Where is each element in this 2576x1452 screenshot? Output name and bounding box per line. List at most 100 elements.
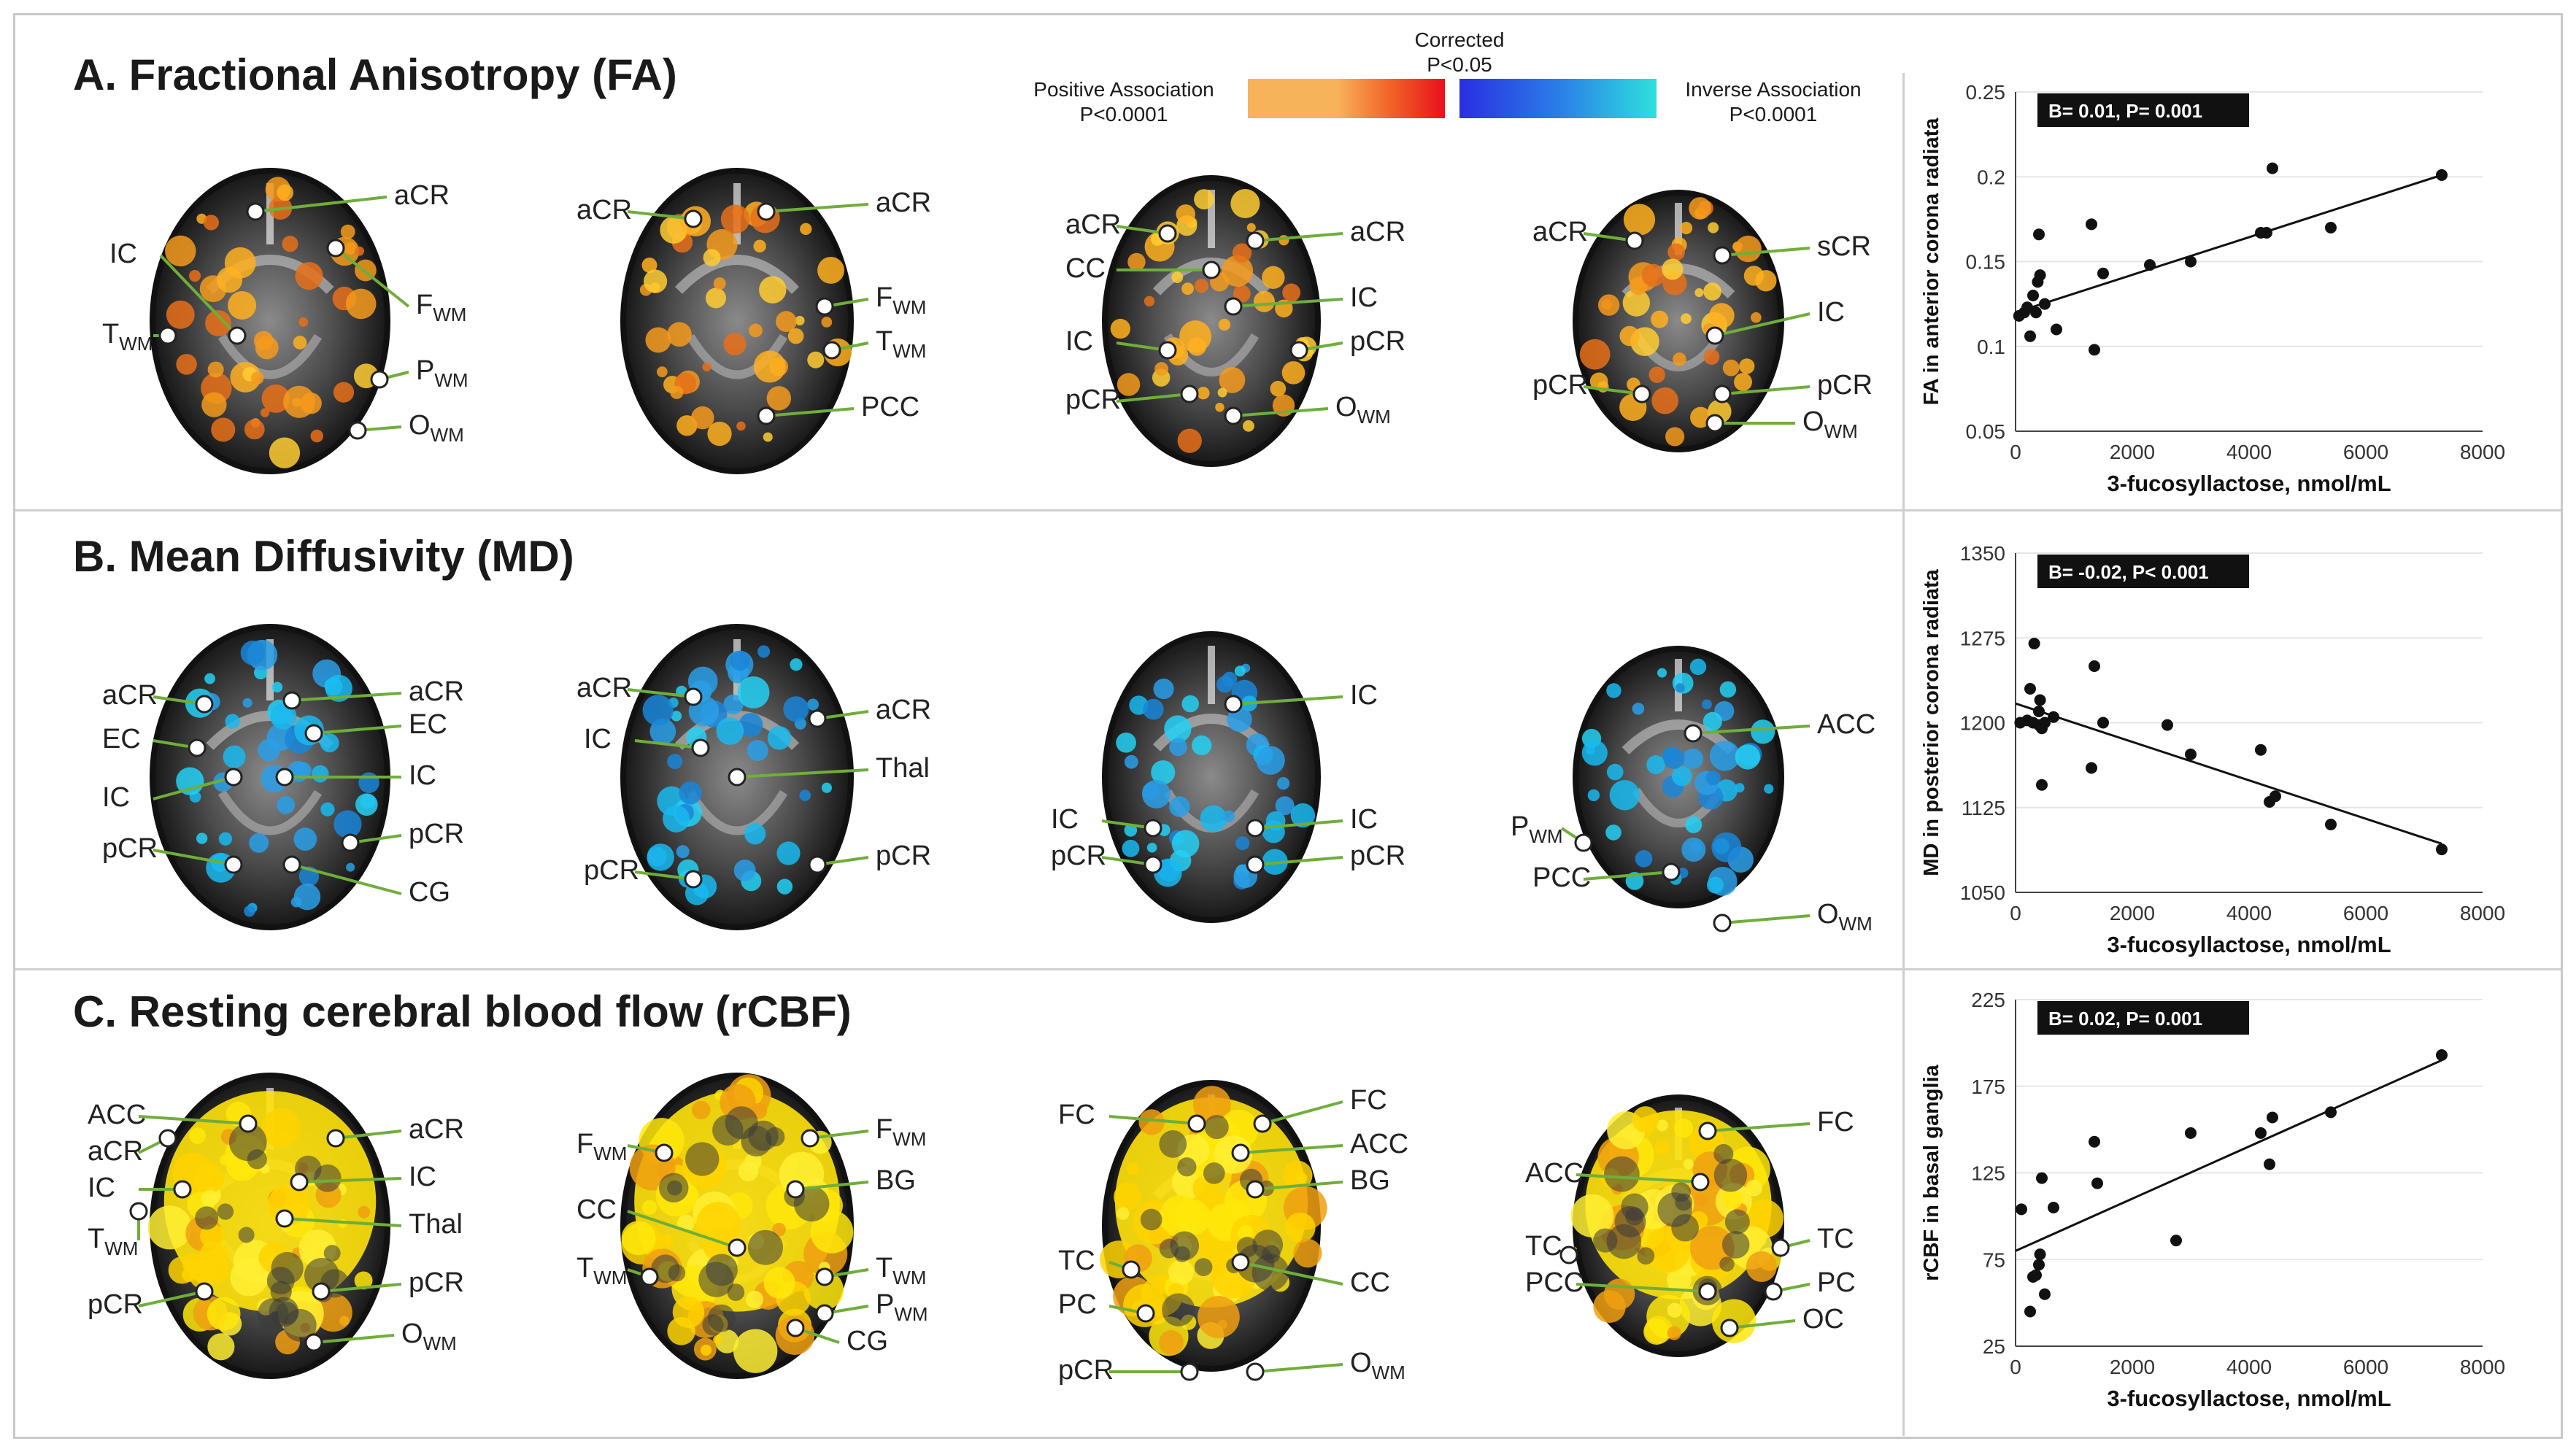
brain-slice (1102, 631, 1321, 923)
x-tick-label: 6000 (2343, 441, 2388, 463)
region-marker (808, 709, 827, 728)
region-marker (1246, 1362, 1265, 1381)
region-marker (1246, 819, 1265, 838)
region-label-text: IC (102, 782, 130, 813)
region-label-text: ACC (1350, 1129, 1408, 1159)
brain-region-label: aCR (326, 1114, 464, 1148)
region-label-text: IC (109, 239, 137, 269)
brain-region-label: pCR (1051, 841, 1162, 874)
brain-region-label: Thal (275, 1209, 463, 1240)
brain-region-label: ACC (1231, 1129, 1408, 1162)
region-label-text: pCR (1051, 841, 1106, 871)
region-label-text: IC (1817, 297, 1845, 328)
region-label-text: pCR (102, 833, 158, 864)
y-tick-label: 175 (1971, 1076, 2005, 1098)
legend-inverse-label: Inverse Association (1685, 78, 1862, 101)
x-axis-label: 3-fucosyllactose, nmol/mL (2107, 1386, 2391, 1411)
stats-annotation-text: B= 0.01, P= 0.001 (2048, 100, 2202, 122)
region-label-text: Thal (876, 753, 930, 784)
region-marker (1713, 385, 1732, 403)
brain-slice (620, 168, 854, 474)
data-point (2325, 1106, 2337, 1119)
data-point (2261, 226, 2272, 239)
region-marker (228, 326, 247, 345)
region-marker (1289, 341, 1308, 360)
region-marker (348, 421, 367, 440)
y-tick-label: 125 (1971, 1162, 2005, 1185)
region-marker (1625, 231, 1644, 250)
brain-region-label: OWM (348, 410, 464, 446)
brain-region-label: IC (1051, 804, 1162, 838)
region-label-text: IC (409, 760, 436, 791)
region-marker (1246, 855, 1265, 874)
region-label-subscript: WM (593, 1143, 627, 1165)
scatter-plot-fa: 0 2000 4000 6000 8000 0.05 0.1 0.15 0.2 0.25 3-fuc… (1920, 81, 2505, 496)
region-label-text: PWM (416, 355, 468, 391)
data-point (2185, 255, 2197, 268)
brain-region-label: aCR (808, 695, 931, 728)
region-label-text: FWM (876, 1114, 926, 1150)
data-point (2048, 711, 2059, 723)
brain-region-label: IC (1224, 680, 1378, 714)
brain-region-label: OWM (1705, 406, 1858, 442)
legend-inverse-colorbar (1459, 79, 1657, 118)
region-marker (1224, 406, 1243, 425)
legend-inverse: Inverse Association P<0.0001 (1664, 77, 1883, 127)
data-point (2016, 1203, 2027, 1216)
region-label-text: aCR (876, 695, 931, 725)
region-marker (815, 297, 834, 316)
region-label-subscript: WM (892, 1267, 926, 1289)
region-label-text: IC (1051, 804, 1079, 835)
region-label-text: pCR (1532, 370, 1588, 401)
region-marker (290, 1173, 309, 1192)
region-marker (1705, 414, 1724, 433)
legend-positive-p: P<0.0001 (1079, 103, 1168, 125)
region-marker (246, 202, 265, 221)
brain-region-label: pCR (1713, 370, 1873, 403)
brain-region-label: IC (1224, 282, 1378, 316)
region-label-text: aCR (394, 180, 450, 211)
data-point (2255, 744, 2267, 756)
brain-region-label: pCR (312, 1267, 464, 1301)
region-label-text: pCR (1350, 326, 1405, 357)
brain-region-label: PC (1764, 1267, 1856, 1301)
x-tick-label: 2000 (2110, 902, 2155, 924)
y-tick-label: 1050 (1960, 881, 2005, 904)
y-tick-label: 1275 (1960, 627, 2005, 649)
data-point (2089, 1135, 2100, 1148)
brain-region-label: CG (282, 855, 450, 908)
region-label-subscript: WM (1839, 913, 1873, 935)
region-label-text: aCR (1350, 217, 1405, 247)
brain-region-label: FC (1058, 1100, 1206, 1133)
region-label-text: PC (1058, 1289, 1097, 1320)
region-label-text: PWM (876, 1289, 928, 1325)
region-marker (1713, 914, 1732, 932)
region-label-text: FC (1817, 1107, 1854, 1138)
region-label-text: aCR (409, 676, 464, 707)
region-label-subscript: WM (433, 304, 466, 325)
panel-title-b: B. Mean Diffusivity (MD) (73, 532, 574, 581)
data-point (2039, 1288, 2051, 1300)
brain-region-label: sCR (1713, 231, 1871, 265)
region-marker (1180, 1362, 1199, 1381)
region-marker (728, 1238, 747, 1257)
data-point (2034, 1248, 2046, 1261)
brain-region-label: IC (109, 239, 247, 345)
region-marker (1144, 855, 1162, 874)
region-label-text: IC (584, 724, 612, 754)
data-point (2027, 290, 2039, 301)
region-label-text: IC (1065, 326, 1093, 357)
region-marker (1559, 1246, 1578, 1264)
region-label-text: ACC (88, 1100, 146, 1130)
brain-region-label: pCR (1058, 1355, 1199, 1386)
brain-region-label: aCR (282, 676, 464, 710)
column-separator (1902, 73, 1905, 1436)
x-tick-label: 4000 (2226, 441, 2272, 463)
stats-annotation-text: B= -0.02, P< 0.001 (2048, 561, 2209, 583)
region-label-subscript: WM (119, 333, 153, 355)
region-marker (1771, 1238, 1790, 1257)
brain-slice (1573, 190, 1784, 452)
data-point (2039, 717, 2051, 729)
region-label-subscript: WM (894, 1303, 928, 1325)
